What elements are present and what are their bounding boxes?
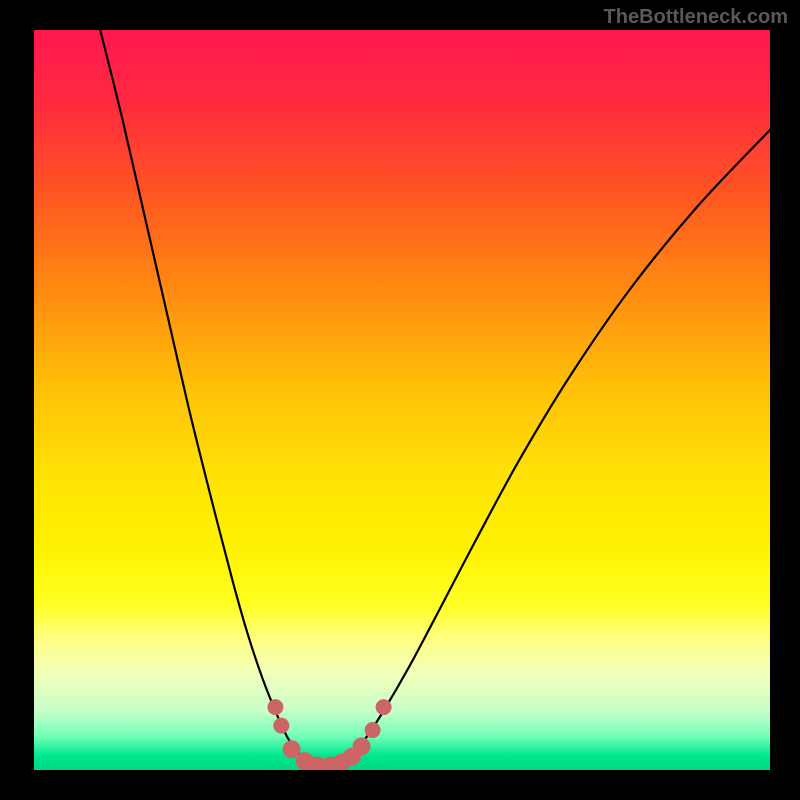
marker-point — [365, 722, 381, 738]
plot-area — [34, 30, 770, 770]
curve-layer — [34, 30, 770, 770]
marker-point — [376, 699, 392, 715]
watermark-text: TheBottleneck.com — [604, 6, 788, 29]
v-curve — [100, 30, 770, 766]
marker-point — [273, 718, 289, 734]
marker-point — [267, 699, 283, 715]
marker-point — [353, 737, 371, 755]
